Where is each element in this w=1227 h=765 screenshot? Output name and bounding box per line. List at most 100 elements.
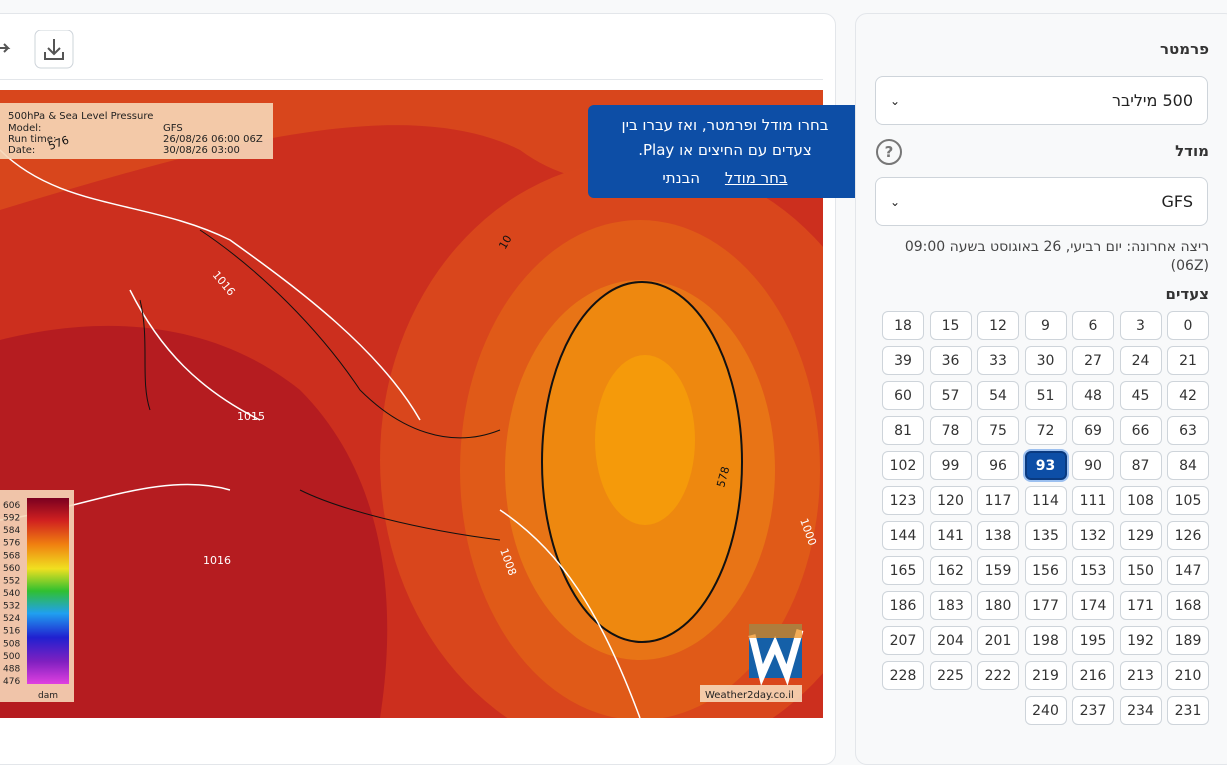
step-button[interactable]: 174 [1072, 591, 1114, 620]
step-button[interactable]: 171 [1119, 591, 1162, 620]
step-button[interactable]: 90 [1072, 451, 1114, 480]
step-button[interactable]: 234 [1119, 696, 1162, 725]
model-select[interactable]: GFS ⌄ [875, 177, 1208, 226]
step-button[interactable]: 210 [1167, 661, 1209, 690]
parameter-value: 500 מיליבר [1111, 91, 1193, 110]
step-button[interactable]: 156 [1024, 556, 1067, 585]
select-model-link[interactable]: בחר מודל [724, 169, 788, 187]
step-button[interactable]: 132 [1072, 521, 1114, 550]
step-button[interactable]: 192 [1119, 626, 1162, 655]
step-button[interactable]: 63 [1167, 416, 1209, 445]
step-button[interactable]: 96 [977, 451, 1019, 480]
step-button[interactable]: 33 [977, 346, 1019, 375]
step-button[interactable]: 114 [1024, 486, 1067, 515]
step-button[interactable]: 72 [1024, 416, 1067, 445]
colorbar-unit: dam [38, 691, 58, 701]
step-button[interactable]: 177 [1024, 591, 1067, 620]
step-button[interactable]: 129 [1119, 521, 1162, 550]
step-button[interactable]: 123 [882, 486, 924, 515]
step-button[interactable]: 87 [1119, 451, 1162, 480]
info-label: Model: [8, 123, 41, 134]
colorbar-label: 592 [3, 514, 20, 524]
info-label: Run time: [8, 134, 56, 145]
step-button[interactable]: 228 [882, 661, 924, 690]
step-button[interactable]: 162 [929, 556, 972, 585]
step-button[interactable]: 159 [977, 556, 1019, 585]
step-button[interactable]: 12 [977, 311, 1019, 340]
step-button[interactable]: 207 [882, 626, 924, 655]
step-button[interactable]: 180 [977, 591, 1019, 620]
step-button[interactable]: 198 [1024, 626, 1067, 655]
step-button[interactable]: 36 [929, 346, 972, 375]
step-button[interactable]: 51 [1024, 381, 1067, 410]
step-button[interactable]: 201 [977, 626, 1019, 655]
step-button[interactable]: 99 [929, 451, 972, 480]
step-button[interactable]: 30 [1024, 346, 1067, 375]
step-button[interactable]: 66 [1119, 416, 1162, 445]
step-button[interactable]: 78 [929, 416, 972, 445]
step-button[interactable]: 225 [929, 661, 972, 690]
step-button[interactable]: 45 [1119, 381, 1162, 410]
step-button[interactable]: 48 [1072, 381, 1114, 410]
step-button[interactable]: 21 [1167, 346, 1209, 375]
step-button[interactable]: 108 [1119, 486, 1162, 515]
step-button[interactable]: 93 [1024, 451, 1067, 480]
step-button[interactable]: 231 [1167, 696, 1209, 725]
step-button[interactable]: 18 [882, 311, 924, 340]
step-button[interactable]: 150 [1119, 556, 1162, 585]
step-button[interactable]: 0 [1167, 311, 1209, 340]
step-button[interactable]: 84 [1167, 451, 1209, 480]
step-button[interactable]: 9 [1024, 311, 1067, 340]
step-button[interactable]: 135 [1024, 521, 1067, 550]
step-button[interactable]: 141 [929, 521, 972, 550]
step-button[interactable]: 138 [977, 521, 1019, 550]
step-button[interactable]: 27 [1072, 346, 1114, 375]
step-button[interactable]: 75 [977, 416, 1019, 445]
contour-label: 1016 [203, 554, 231, 567]
step-button[interactable]: 69 [1072, 416, 1114, 445]
step-button[interactable]: 102 [882, 451, 924, 480]
step-button[interactable]: 54 [977, 381, 1019, 410]
step-button[interactable]: 213 [1119, 661, 1162, 690]
colorbar-label: 552 [3, 576, 20, 586]
step-button[interactable]: 189 [1167, 626, 1209, 655]
help-icon[interactable]: ? [876, 139, 902, 165]
step-button[interactable]: 117 [977, 486, 1019, 515]
step-button[interactable]: 60 [882, 381, 924, 410]
watermark: Weather2day.co.il [705, 690, 794, 701]
step-button[interactable]: 204 [929, 626, 972, 655]
colorbar-label: 476 [3, 677, 20, 687]
step-button[interactable]: 111 [1072, 486, 1114, 515]
dismiss-button[interactable]: הבנתי [662, 169, 701, 187]
step-button[interactable]: 216 [1072, 661, 1114, 690]
step-button[interactable]: 183 [929, 591, 972, 620]
step-button[interactable]: 165 [882, 556, 924, 585]
step-button[interactable]: 6 [1072, 311, 1114, 340]
step-button[interactable]: 144 [882, 521, 924, 550]
step-button[interactable]: 39 [882, 346, 924, 375]
info-label: Date: [8, 145, 35, 156]
step-button[interactable]: 147 [1167, 556, 1209, 585]
step-button[interactable]: 3 [1119, 311, 1162, 340]
step-button[interactable]: 240 [1024, 696, 1067, 725]
step-button[interactable]: 81 [882, 416, 924, 445]
step-button[interactable]: 42 [1167, 381, 1209, 410]
step-button[interactable]: 237 [1072, 696, 1114, 725]
step-button[interactable]: 15 [929, 311, 972, 340]
steps-grid: 0 3 6 9 12 15 18 21 24 27 30 33 36 39 42 45 48 51 54 57 60 63… [882, 311, 1209, 725]
contour-label: 10 [496, 233, 514, 252]
step-button[interactable]: 57 [929, 381, 972, 410]
step-button[interactable]: 120 [929, 486, 972, 515]
step-button[interactable]: 186 [882, 591, 924, 620]
step-button[interactable]: 105 [1167, 486, 1209, 515]
share-icon[interactable] [0, 43, 11, 53]
step-button[interactable]: 219 [1024, 661, 1067, 690]
step-button[interactable]: 153 [1072, 556, 1114, 585]
last-run: ריצה אחרונה: יום רביעי, 26 באוגוסט בשעה … [904, 239, 1209, 274]
step-button[interactable]: 222 [977, 661, 1019, 690]
step-button[interactable]: 168 [1167, 591, 1209, 620]
parameter-select[interactable]: 500 מיליבר ⌄ [875, 76, 1208, 125]
step-button[interactable]: 24 [1119, 346, 1162, 375]
step-button[interactable]: 195 [1072, 626, 1114, 655]
step-button[interactable]: 126 [1167, 521, 1209, 550]
